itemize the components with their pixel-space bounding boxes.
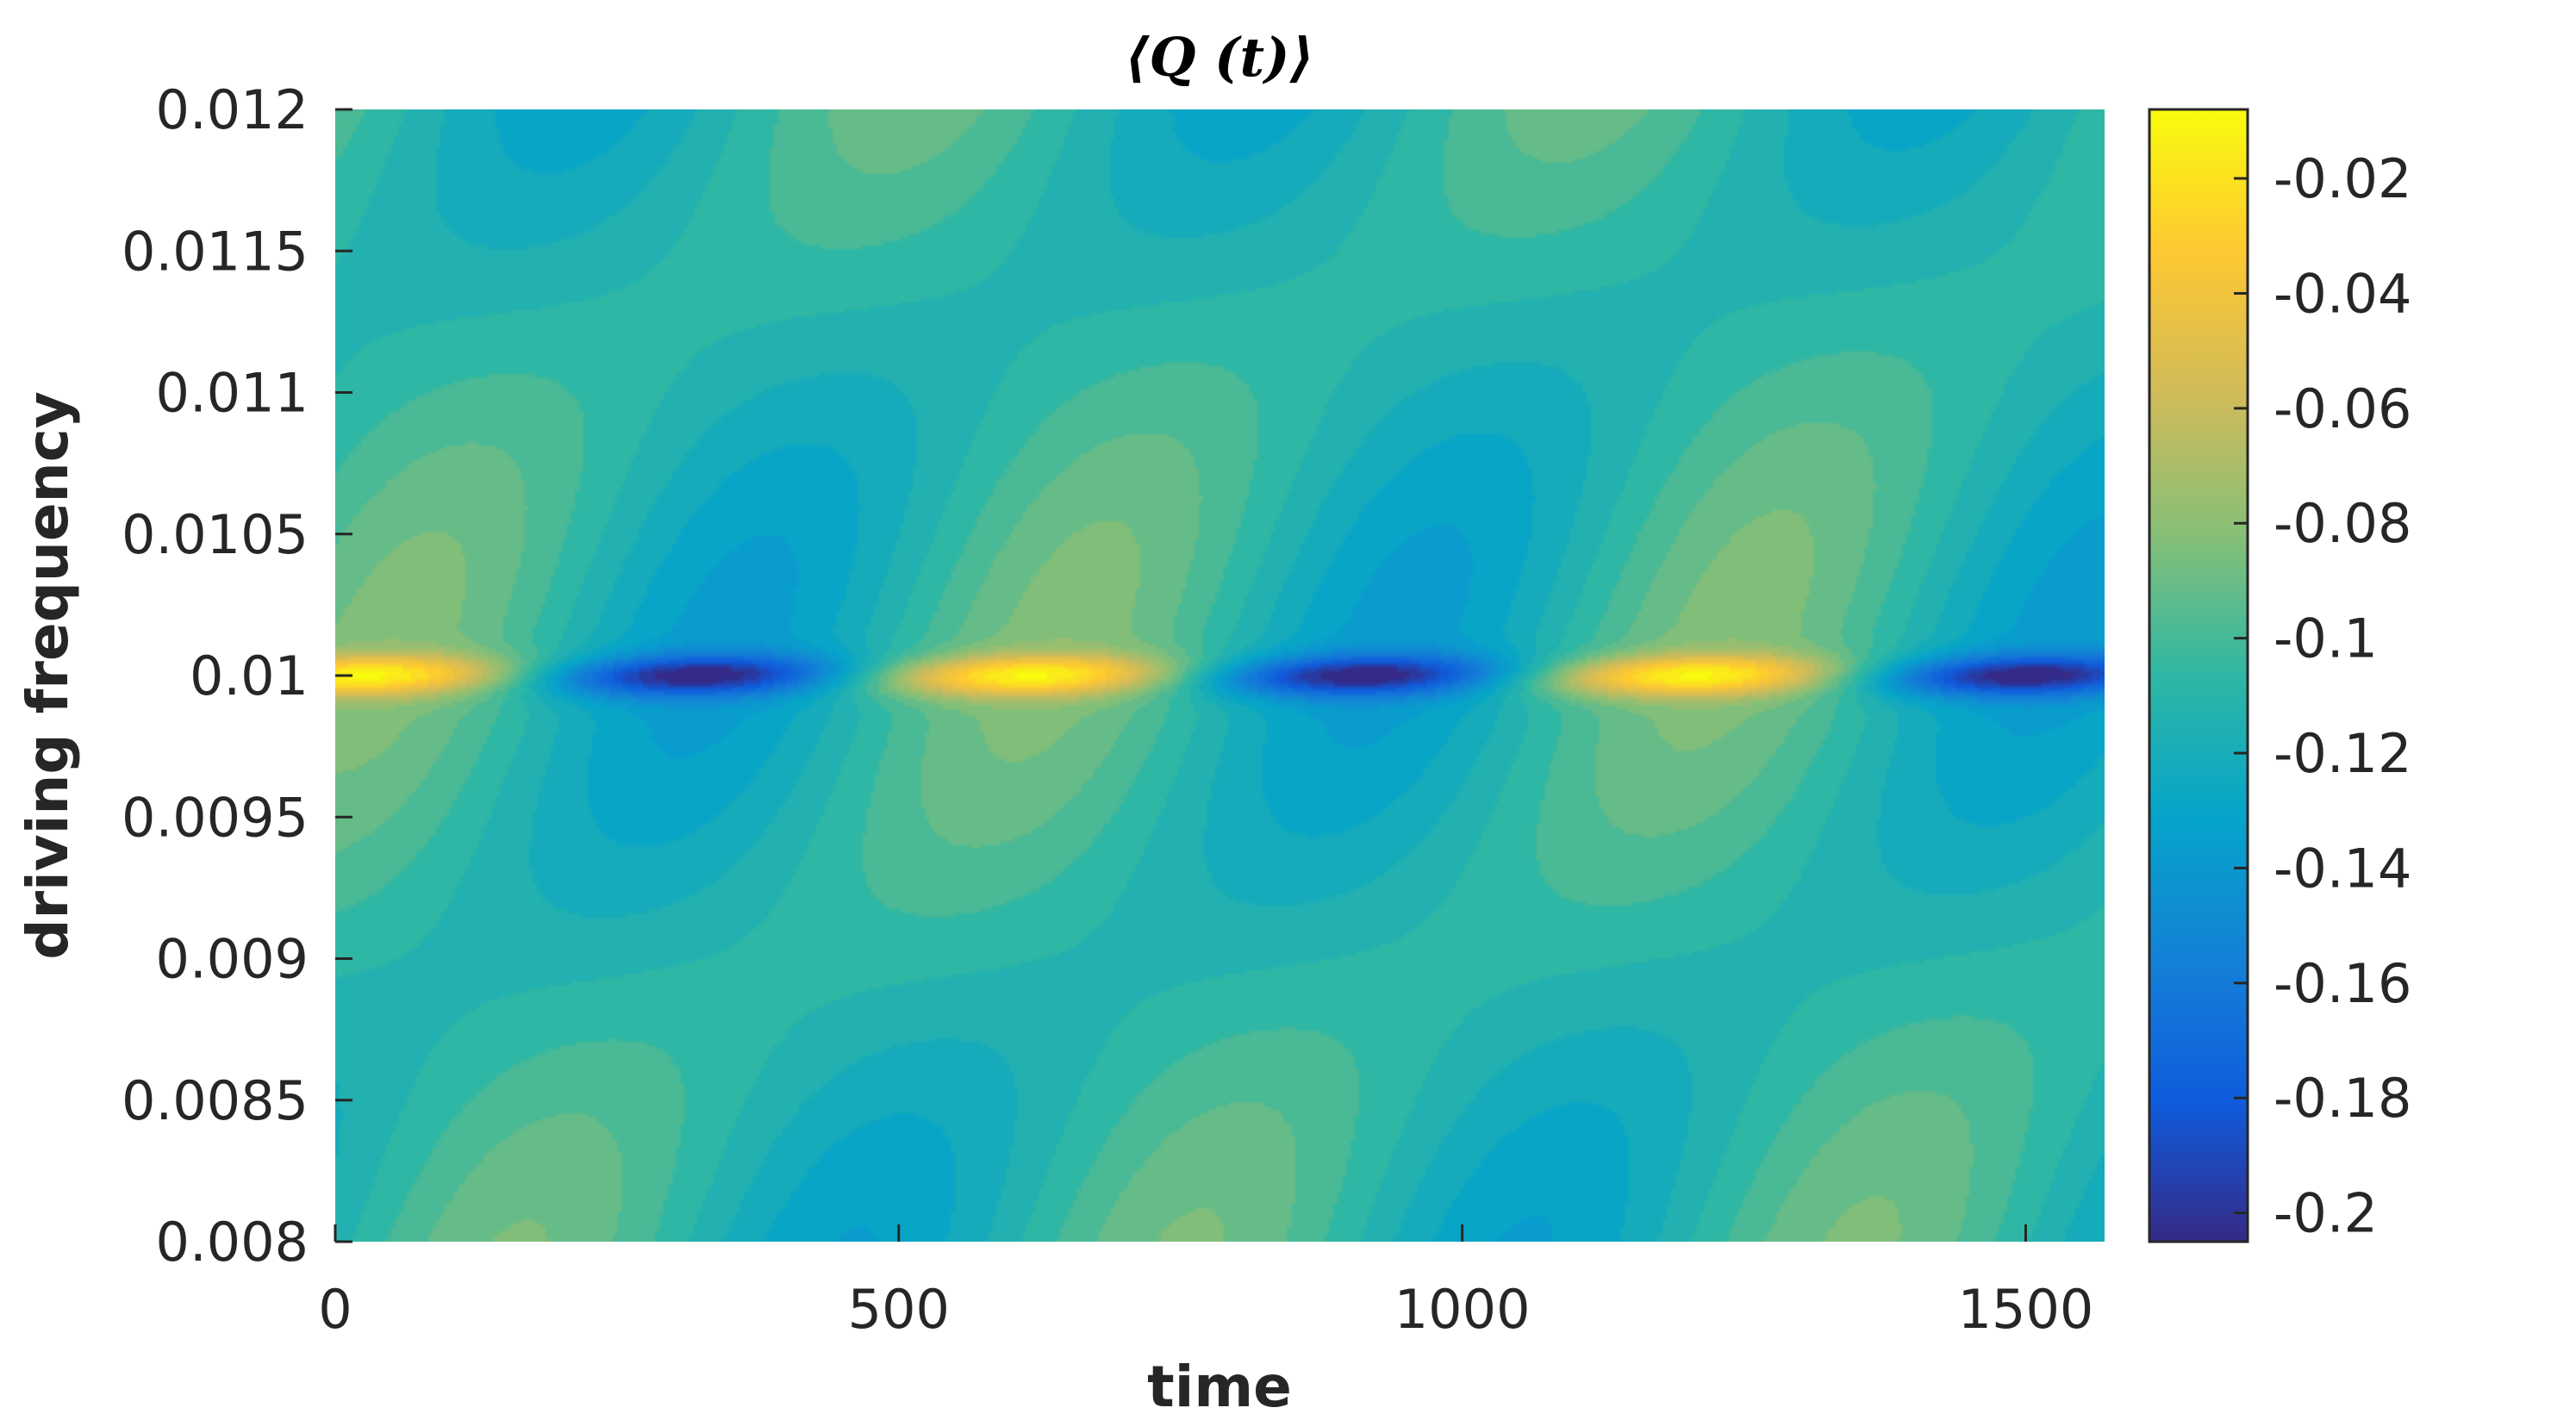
- colorbar-tick-label: -0.2: [2273, 1182, 2378, 1245]
- colorbar-tick-label: -0.08: [2273, 492, 2411, 555]
- colorbar: -0.02 -0.04 -0.06 -0.08 -0.1 -0.12 -0.14 -0.16 -…: [2148, 108, 2411, 1245]
- x-axis-title: time: [1147, 1354, 1292, 1414]
- heatmap-image: [335, 109, 2105, 1242]
- y-tick-label: 0.012: [156, 78, 309, 141]
- y-tick-label: 0.009: [156, 928, 309, 991]
- x-tick-label: 0: [318, 1278, 352, 1341]
- y-tick-label: 0.008: [156, 1211, 309, 1274]
- y-tick-label: 0.01: [190, 645, 309, 707]
- y-axis-title: driving frequency: [15, 391, 81, 959]
- x-axis: 0 500 1000 1500: [318, 1224, 2093, 1341]
- y-tick-label: 0.0085: [122, 1069, 309, 1132]
- colorbar-tick-label: -0.06: [2273, 377, 2411, 440]
- y-tick-label: 0.0105: [122, 503, 309, 566]
- x-tick-label: 1500: [1958, 1278, 2094, 1341]
- colorbar-tick-label: -0.16: [2273, 952, 2411, 1015]
- heatmap-layer: [335, 109, 2105, 1242]
- colorbar-tick-label: -0.1: [2273, 607, 2378, 670]
- colorbar-frame: [2148, 108, 2249, 1243]
- y-tick-label: 0.011: [156, 362, 309, 425]
- colorbar-tick-label: -0.04: [2273, 262, 2411, 325]
- colorbar-tick-label: -0.12: [2273, 722, 2411, 785]
- colorbar-tick-label: -0.14: [2273, 837, 2411, 900]
- colorbar-fill: [2149, 109, 2248, 1242]
- y-tick-label: 0.0115: [122, 220, 309, 283]
- y-axis: 0.008 0.0085 0.009 0.0095 0.01 0.0105 0.011 0.0…: [122, 78, 352, 1274]
- chart-title: ⟨Q (t)⟩: [1125, 26, 1314, 89]
- y-tick-label: 0.0095: [122, 786, 309, 849]
- colorbar-ticks: -0.02 -0.04 -0.06 -0.08 -0.1 -0.12 -0.14 -0.16 -…: [2234, 147, 2411, 1245]
- x-tick-label: 1000: [1394, 1278, 1531, 1341]
- x-tick-label: 500: [848, 1278, 950, 1341]
- colorbar-tick-label: -0.02: [2273, 147, 2411, 210]
- colorbar-tick-label: -0.18: [2273, 1067, 2411, 1130]
